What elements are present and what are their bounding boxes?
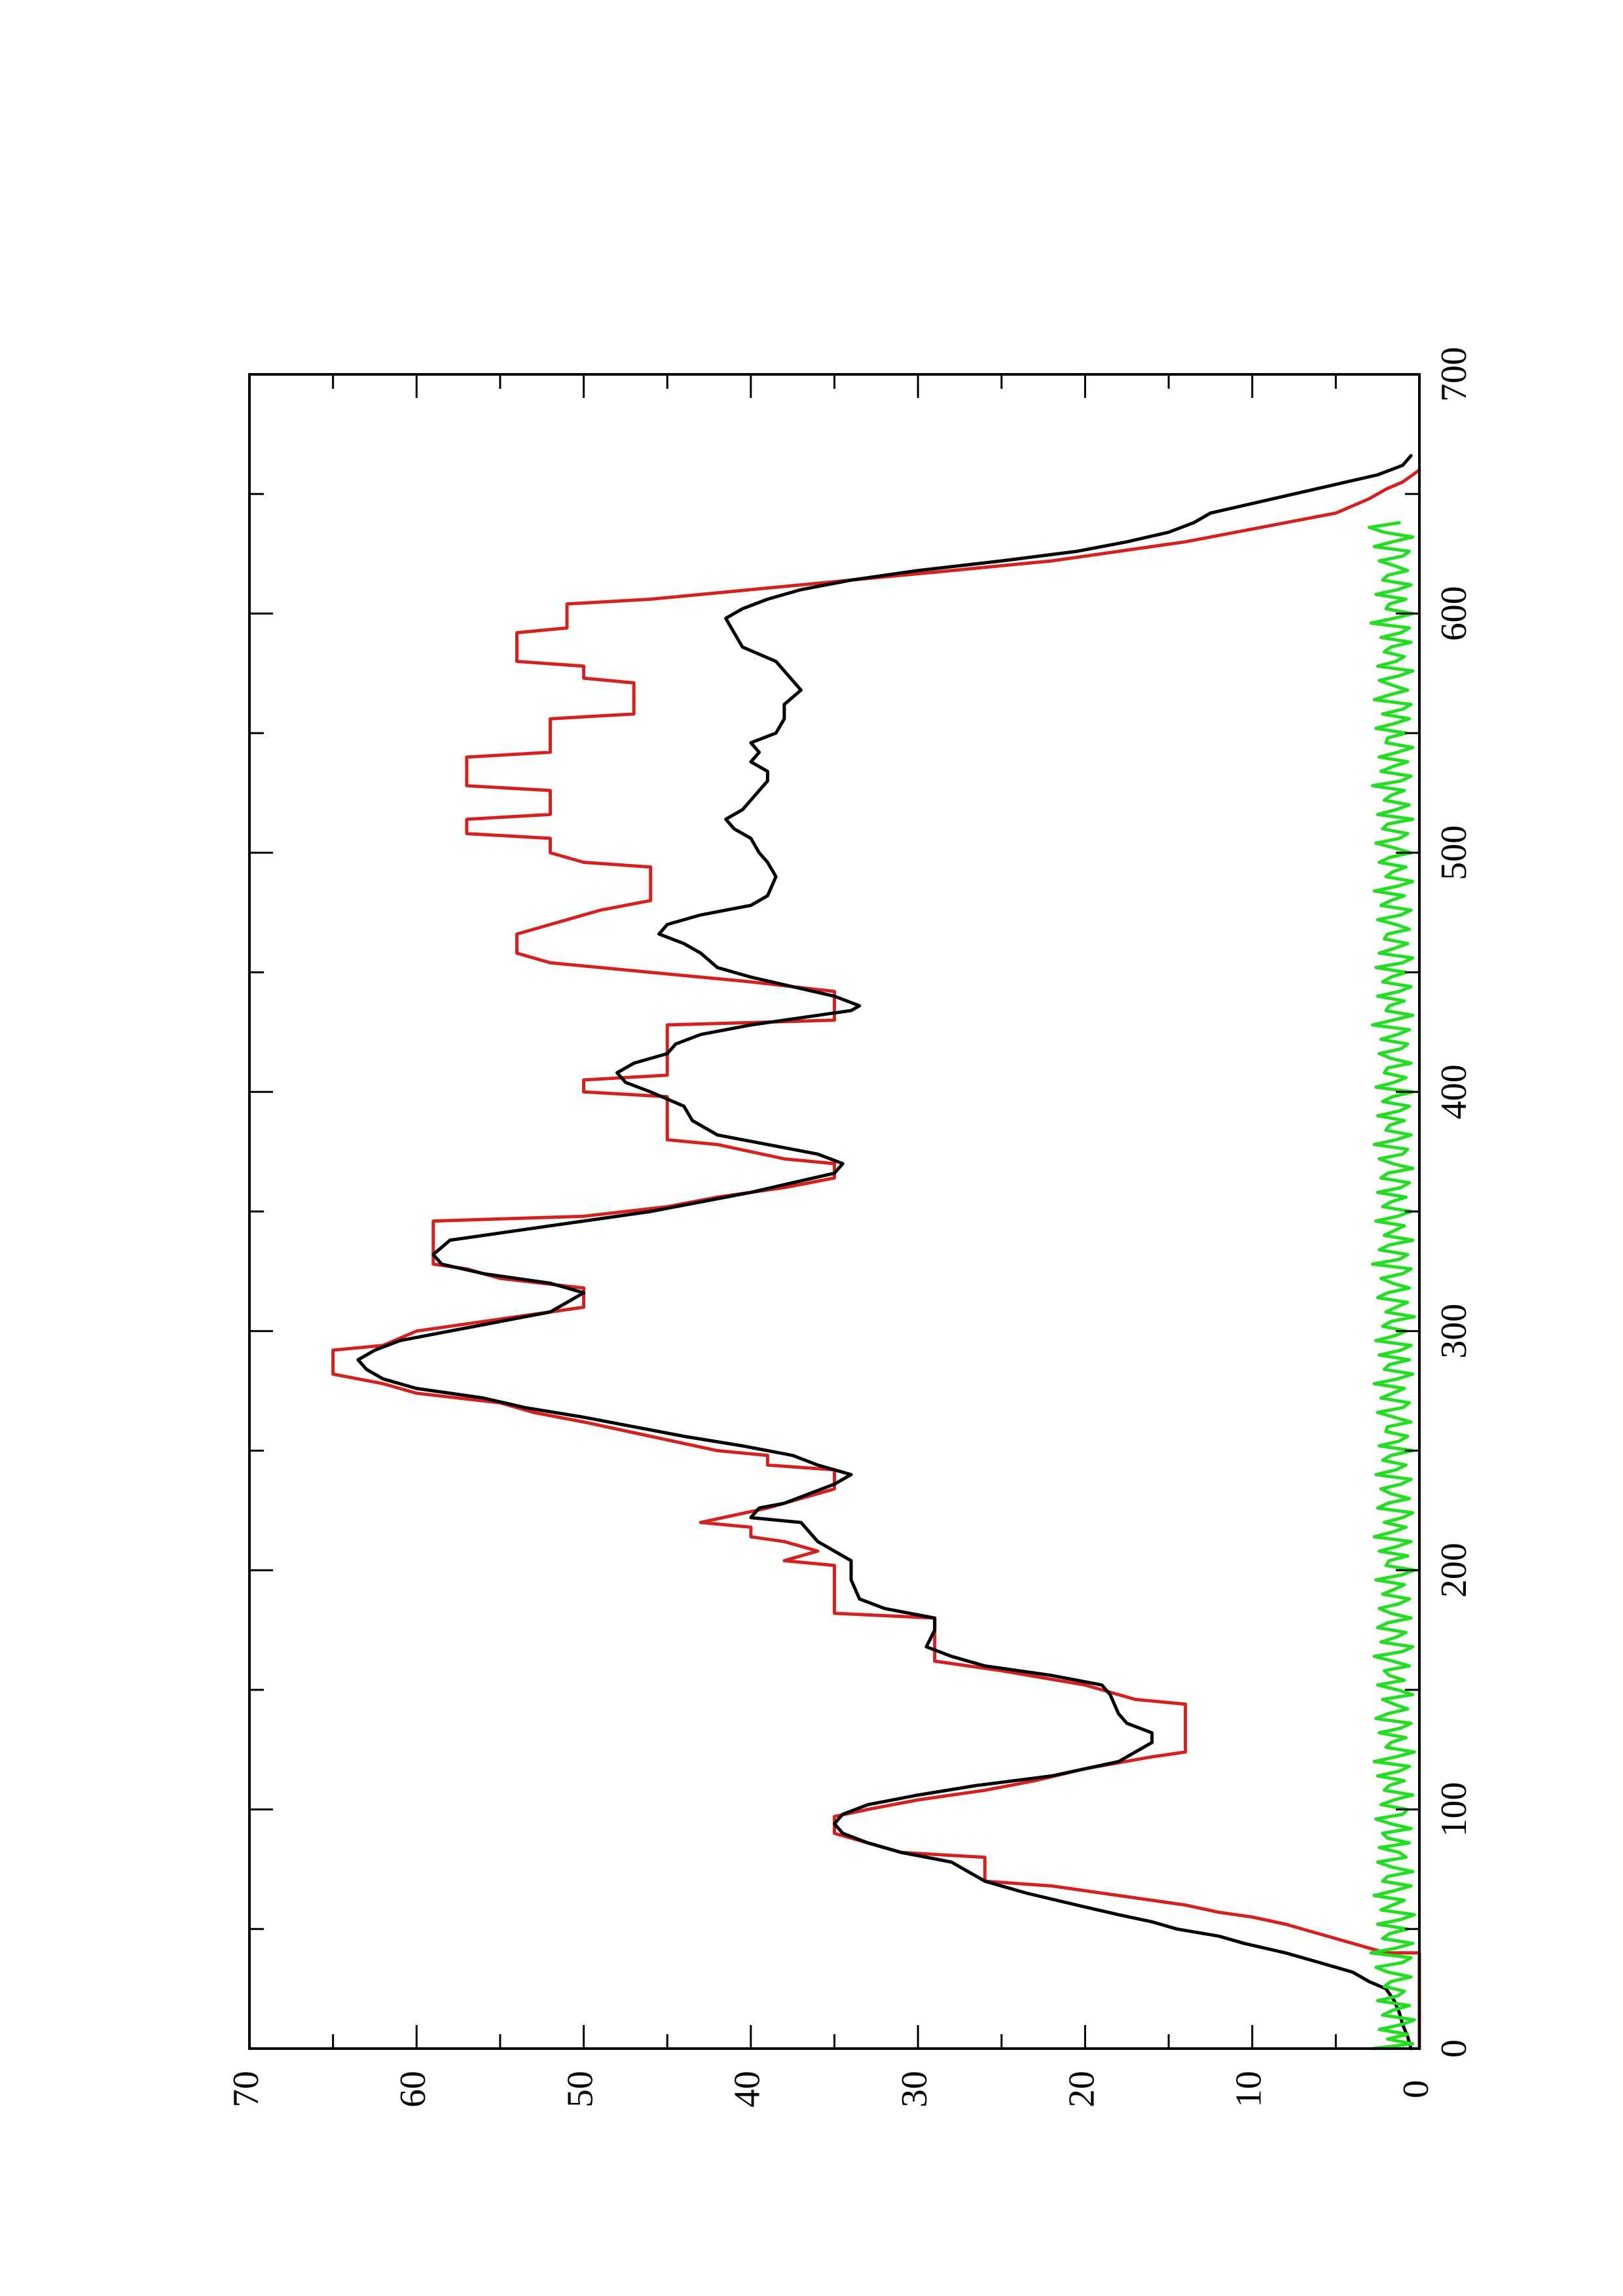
y-tick-label: 10 xyxy=(1229,2071,1269,2108)
series-line-green xyxy=(1367,521,1416,2051)
y-tick-label: 40 xyxy=(727,2071,768,2108)
series-layer xyxy=(331,454,1421,2051)
plot-root: 0 100 200 300 400 500 600 700 0 10 20 30 40 50 60 70 xyxy=(226,347,1474,2108)
x-tick-label: 700 xyxy=(1434,347,1474,402)
x-tick-label: 400 xyxy=(1434,1064,1474,1119)
y-tick-label: 30 xyxy=(894,2071,935,2108)
x-tick-label: 100 xyxy=(1434,1782,1474,1837)
y-tick-label: 50 xyxy=(560,2071,600,2108)
x-tick-label: 500 xyxy=(1434,825,1474,880)
x-tick-label: 600 xyxy=(1434,586,1474,641)
x-tick-label: 200 xyxy=(1434,1543,1474,1598)
y-tick-label: 60 xyxy=(393,2071,433,2108)
plot-frame xyxy=(248,373,1421,2050)
x-tick-label: 300 xyxy=(1434,1304,1474,1359)
y-tick-label: 70 xyxy=(226,2071,266,2108)
label-layer: 0 100 200 300 400 500 600 700 0 10 20 30 40 50 60 70 xyxy=(226,347,1474,2108)
y-tick-label: 0 xyxy=(1396,2080,1436,2098)
series-line-black xyxy=(356,454,1413,2051)
series-line-red xyxy=(331,468,1421,2051)
x-tick-label: 0 xyxy=(1434,2039,1474,2058)
tick-layer xyxy=(248,373,1421,2050)
y-tick-label: 20 xyxy=(1061,2071,1102,2108)
